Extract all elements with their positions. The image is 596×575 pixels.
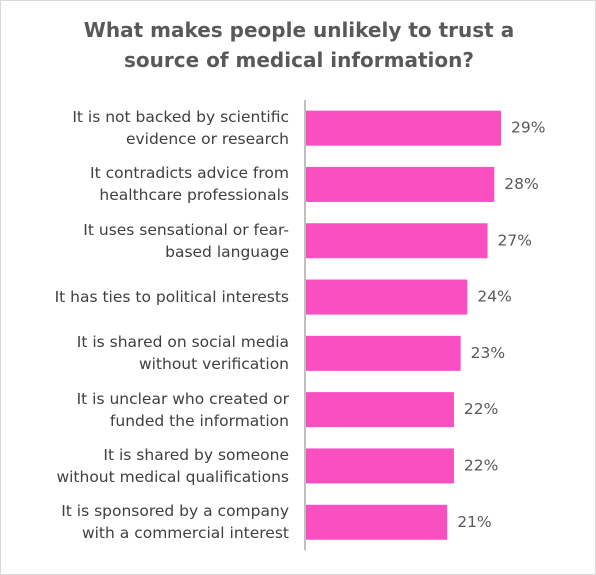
category-label: It is not backed by scientific evidence … [72, 108, 289, 149]
category-label: It is shared on social media without ver… [76, 333, 289, 374]
category-label: It is unclear who created or funded the … [76, 389, 289, 430]
bar [306, 504, 448, 540]
bar [306, 223, 488, 259]
bar [306, 392, 454, 428]
category-label: It contradicts advice from healthcare pr… [90, 164, 289, 205]
bar [306, 335, 461, 371]
value-label: 27% [498, 231, 532, 249]
chart-title: What makes people unlikely to trust a so… [83, 18, 515, 72]
category-label: It is shared by someone without medical … [56, 445, 289, 486]
bar [306, 448, 454, 484]
bar [306, 279, 468, 315]
category-label: It is sponsored by a company with a comm… [61, 502, 289, 543]
bar [306, 110, 501, 146]
bar [306, 166, 495, 202]
value-label: 23% [471, 344, 505, 362]
value-label: 22% [464, 400, 498, 418]
category-label: It uses sensational or fear- based langu… [83, 220, 289, 261]
value-label: 28% [504, 175, 538, 193]
value-label: 24% [477, 288, 511, 306]
value-label: 29% [511, 119, 545, 137]
value-label: 22% [464, 456, 498, 474]
value-label: 21% [457, 513, 491, 531]
category-label: It has ties to political interests [54, 288, 289, 307]
